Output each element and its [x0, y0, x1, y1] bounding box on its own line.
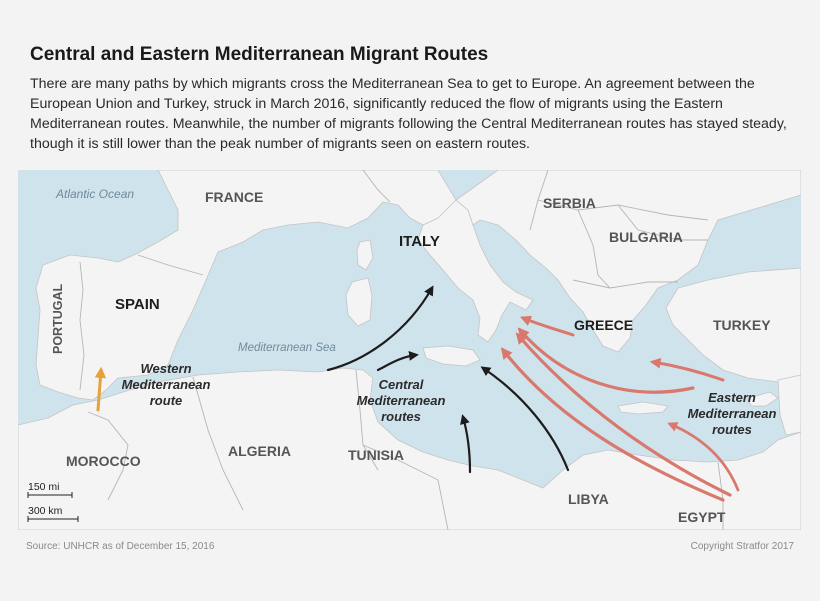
map: Atlantic Ocean Mediterranean Sea FRANCE … [18, 170, 801, 530]
central-route-arrow-algeria-italy [326, 285, 434, 372]
eastern-route-arrow-egypt-italy-1 [500, 347, 725, 502]
landmass-sardinia [345, 277, 373, 327]
landmass-turkey [665, 267, 801, 383]
eastern-route-label: Eastern Mediterranean routes [688, 390, 777, 437]
svg-text:Central: Central [379, 377, 424, 392]
eastern-route-arrows [500, 315, 740, 502]
central-route-arrow-libya-east [480, 366, 570, 472]
country-label-greece: GREECE [574, 317, 633, 333]
svg-text:Mediterranean: Mediterranean [357, 393, 446, 408]
svg-text:routes: routes [712, 422, 752, 437]
scale-km-label: 300 km [28, 505, 63, 517]
country-label-italy: ITALY [399, 233, 440, 250]
copyright-note: Copyright Stratfor 2017 [690, 541, 794, 552]
country-label-bulgaria: BULGARIA [609, 229, 683, 245]
svg-text:Mediterranean: Mediterranean [688, 406, 777, 421]
country-label-libya: LIBYA [568, 491, 609, 507]
eastern-route-arrow-turkey-greece [649, 357, 725, 382]
mediterranean-sea-label: Mediterranean Sea [238, 342, 336, 354]
country-label-tunisia: TUNISIA [348, 447, 404, 463]
landmass-north-africa [18, 367, 801, 530]
country-label-morocco: MOROCCO [66, 453, 141, 469]
atlantic-ocean-label: Atlantic Ocean [55, 187, 134, 201]
central-route-arrow-tunisia-sicily [376, 350, 419, 372]
landmass-balkans [455, 170, 801, 353]
page-title: Central and Eastern Mediterranean Migran… [30, 44, 489, 65]
description: There are many paths by which migrants c… [30, 76, 787, 152]
svg-text:route: route [150, 393, 183, 408]
country-borders [79, 170, 724, 530]
country-label-turkey: TURKEY [713, 317, 771, 333]
svg-text:Western: Western [140, 361, 191, 376]
country-label-spain: SPAIN [115, 296, 160, 313]
eastern-route-arrow-greece-italy [520, 315, 575, 337]
country-label-serbia: SERBIA [543, 195, 596, 211]
svg-text:routes: routes [381, 409, 421, 424]
central-route-label: Central Mediterranean routes [357, 377, 446, 424]
landmass-levant [777, 374, 801, 436]
western-route-label: Western Mediterranean route [122, 361, 211, 408]
scale-miles-label: 150 mi [28, 481, 60, 493]
western-route-arrow [94, 366, 107, 412]
central-route-arrows [326, 285, 570, 474]
eastern-route-arrow-egypt-crete [667, 422, 740, 492]
eastern-route-arrow-turkey-italy [517, 327, 695, 394]
country-label-egypt: EGYPT [678, 509, 726, 525]
landmass-cyprus [747, 391, 779, 407]
landmass-corsica [356, 239, 374, 271]
source-note: Source: UNHCR as of December 15, 2016 [26, 541, 215, 552]
central-route-arrow-libya-west [460, 414, 472, 474]
country-label-portugal: PORTUGAL [51, 284, 65, 355]
country-label-algeria: ALGERIA [228, 443, 291, 459]
landmass-western-europe [35, 170, 457, 401]
svg-text:Eastern: Eastern [708, 390, 756, 405]
landmass-sicily [422, 345, 481, 367]
svg-text:Mediterranean: Mediterranean [122, 377, 211, 392]
eastern-route-arrow-egypt-italy-2 [515, 332, 732, 497]
landmass-crete [617, 401, 669, 415]
country-label-france: FRANCE [205, 189, 263, 205]
scale-bar: 150 mi 300 km [27, 481, 79, 522]
